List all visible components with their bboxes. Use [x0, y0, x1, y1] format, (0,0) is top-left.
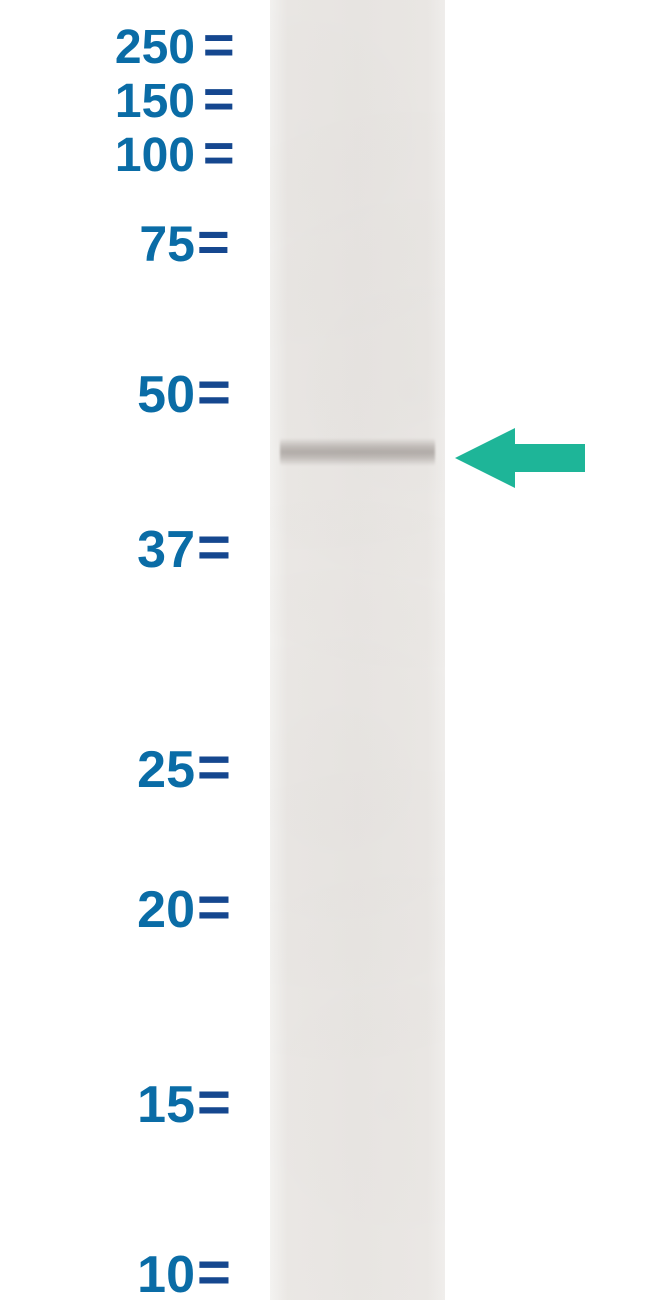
- mw-tick-25: =: [197, 734, 231, 801]
- mw-tick-150: =: [203, 68, 235, 130]
- mw-tick-37: =: [197, 514, 231, 581]
- blot-band-0: [280, 438, 435, 466]
- mw-tick-15: =: [197, 1069, 231, 1136]
- mw-label-75: 75: [139, 215, 195, 273]
- mw-label-150: 150: [115, 74, 195, 129]
- blot-lane: [270, 0, 445, 1300]
- mw-label-10: 10: [137, 1245, 195, 1305]
- lane-noise: [270, 0, 445, 1300]
- mw-label-15: 15: [137, 1075, 195, 1135]
- mw-tick-10: =: [197, 1239, 231, 1306]
- mw-label-100: 100: [115, 128, 195, 183]
- mw-label-25: 25: [137, 740, 195, 800]
- mw-label-250: 250: [115, 20, 195, 75]
- mw-tick-250: =: [203, 14, 235, 76]
- mw-label-50: 50: [137, 365, 195, 425]
- western-blot-container: 250=150=100=75=50=37=25=20=15=10=: [0, 0, 650, 1300]
- mw-label-37: 37: [137, 520, 195, 580]
- mw-tick-20: =: [197, 874, 231, 941]
- mw-tick-75: =: [197, 209, 230, 274]
- mw-tick-100: =: [203, 122, 235, 184]
- mw-tick-50: =: [197, 359, 231, 426]
- band-arrow-icon: [455, 428, 585, 488]
- mw-label-20: 20: [137, 880, 195, 940]
